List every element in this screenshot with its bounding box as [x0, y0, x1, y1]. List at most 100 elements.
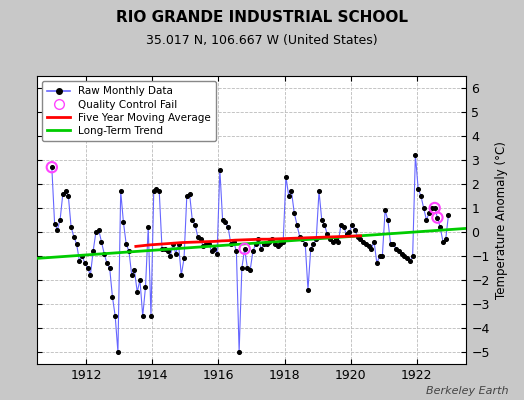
Point [290, 210, 298, 216]
Point [213, 250, 221, 257]
Point [395, 248, 403, 254]
Point [356, 236, 365, 242]
Point [152, 186, 161, 192]
Point [70, 234, 78, 240]
Point [169, 241, 177, 247]
Point [182, 193, 191, 199]
Point [403, 255, 411, 262]
Point [315, 188, 323, 194]
Point [406, 258, 414, 264]
Point [408, 253, 417, 259]
Point [433, 214, 442, 221]
Point [155, 188, 163, 194]
Point [254, 236, 263, 242]
Point [108, 294, 117, 300]
Point [191, 222, 199, 228]
Point [386, 241, 395, 247]
Point [89, 248, 97, 254]
Point [171, 250, 180, 257]
Point [193, 234, 202, 240]
Point [285, 193, 293, 199]
Point [92, 229, 100, 235]
Point [64, 193, 72, 199]
Point [119, 219, 128, 226]
Point [144, 224, 152, 230]
Point [279, 238, 287, 245]
Point [185, 190, 194, 197]
Point [105, 265, 114, 271]
Point [111, 313, 119, 319]
Point [436, 224, 444, 230]
Point [375, 253, 384, 259]
Point [293, 222, 301, 228]
Point [230, 238, 238, 245]
Point [103, 260, 111, 266]
Point [97, 238, 106, 245]
Point [205, 241, 213, 247]
Point [298, 236, 307, 242]
Point [257, 246, 265, 252]
Point [125, 248, 133, 254]
Point [208, 248, 216, 254]
Point [199, 243, 208, 250]
Point [433, 214, 442, 221]
Point [81, 260, 89, 266]
Text: RIO GRANDE INDUSTRIAL SCHOOL: RIO GRANDE INDUSTRIAL SCHOOL [116, 10, 408, 25]
Point [202, 241, 210, 247]
Point [238, 265, 246, 271]
Point [411, 152, 420, 158]
Point [59, 190, 67, 197]
Point [268, 236, 276, 242]
Text: Berkeley Earth: Berkeley Earth [426, 386, 508, 396]
Point [342, 231, 351, 238]
Point [265, 238, 274, 245]
Point [56, 217, 64, 223]
Point [296, 234, 304, 240]
Point [48, 164, 56, 170]
Point [196, 236, 205, 242]
Point [420, 205, 428, 211]
Point [331, 236, 340, 242]
Point [158, 246, 166, 252]
Point [381, 207, 389, 214]
Point [444, 212, 453, 218]
Point [160, 246, 169, 252]
Point [249, 248, 257, 254]
Point [138, 313, 147, 319]
Point [428, 205, 436, 211]
Point [78, 253, 86, 259]
Point [252, 241, 260, 247]
Point [72, 241, 81, 247]
Point [312, 236, 321, 242]
Point [439, 238, 447, 245]
Point [431, 205, 439, 211]
Point [304, 286, 312, 293]
Point [232, 248, 241, 254]
Point [340, 224, 348, 230]
Point [114, 349, 122, 355]
Point [227, 241, 235, 247]
Point [373, 260, 381, 266]
Point [276, 241, 285, 247]
Point [348, 222, 356, 228]
Point [149, 188, 158, 194]
Point [345, 229, 354, 235]
Point [417, 193, 425, 199]
Legend: Raw Monthly Data, Quality Control Fail, Five Year Moving Average, Long-Term Tren: Raw Monthly Data, Quality Control Fail, … [42, 81, 216, 141]
Point [86, 272, 94, 278]
Point [353, 234, 362, 240]
Point [309, 241, 318, 247]
Point [301, 241, 309, 247]
Point [318, 217, 326, 223]
Point [334, 238, 343, 245]
Point [282, 174, 290, 180]
Point [359, 238, 367, 245]
Point [362, 241, 370, 247]
Point [367, 246, 376, 252]
Point [364, 243, 373, 250]
Point [400, 253, 409, 259]
Point [425, 210, 433, 216]
Point [320, 222, 329, 228]
Point [323, 231, 332, 238]
Point [241, 246, 249, 252]
